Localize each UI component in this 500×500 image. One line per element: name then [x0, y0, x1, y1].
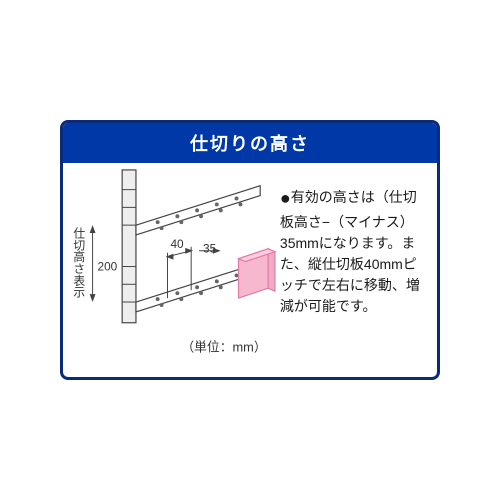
- dim-40-label: 40: [170, 237, 184, 251]
- divider-plate: [238, 249, 274, 298]
- dim-200-label: 200: [98, 259, 118, 273]
- card-body: 仕切高さ表示 200: [63, 163, 437, 377]
- description-paragraph: ●有効の高さは（仕切板高さ−（マイナス）35mmになります。また、縦仕切板40m…: [280, 185, 429, 317]
- text-column: ●有効の高さは（仕切板高さ−（マイナス）35mmになります。また、縦仕切板40m…: [280, 163, 437, 377]
- diagram-column: 仕切高さ表示 200: [63, 163, 280, 377]
- unit-label: （単位：mm）: [181, 339, 266, 354]
- dim-arrow-up: [90, 225, 96, 233]
- description-text: 有効の高さは（仕切板高さ−（マイナス）35mmになります。また、縦仕切板40mm…: [280, 189, 420, 314]
- shelf-diagram: 仕切高さ表示 200: [63, 163, 280, 377]
- bullet-icon: ●: [280, 188, 291, 208]
- vert-axis-label: 仕切高さ表示: [72, 227, 86, 298]
- header-title: 仕切りの高さ: [190, 130, 310, 156]
- card-header: 仕切りの高さ: [63, 123, 437, 163]
- shelf-post: [122, 170, 136, 323]
- upper-shelf: [136, 186, 260, 235]
- info-card: 仕切りの高さ 仕切高さ表示 200: [60, 120, 440, 380]
- dim-arrow-down: [90, 294, 96, 302]
